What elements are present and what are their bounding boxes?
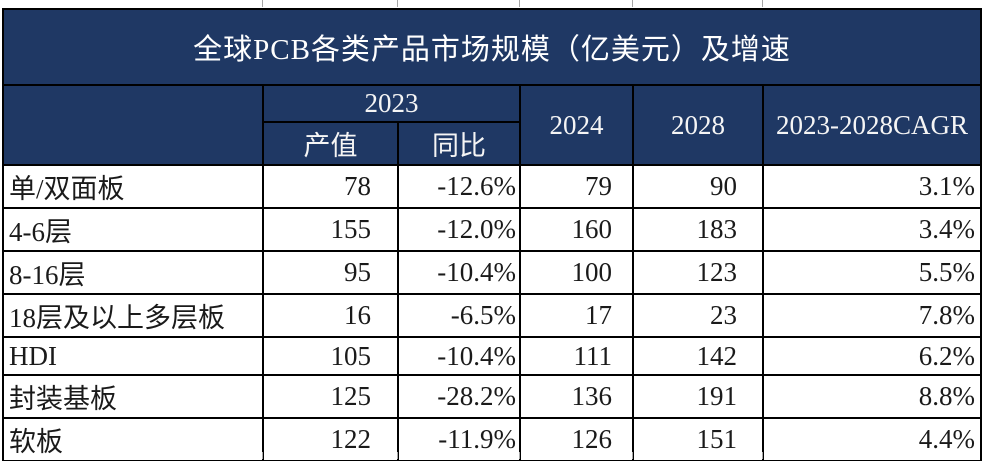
- title-row: 全球PCB各类产品市场规模（亿美元）及增速: [1, 8, 983, 86]
- gridline-stub: [762, 0, 763, 7]
- table-row: 软板 122 -11.9% 126 151 4.4%: [2, 417, 983, 461]
- row-label: 18层及以上多层板: [2, 293, 264, 338]
- cell-2024: 136: [519, 374, 634, 419]
- cell-2023-yoy: -12.6%: [397, 164, 521, 209]
- cell-2028: 123: [632, 250, 764, 295]
- header-cagr: 2023-2028CAGR: [761, 84, 983, 166]
- cell-2023-value: 155: [262, 207, 399, 252]
- header-yoy: 同比: [397, 121, 521, 166]
- cell-2023-value: 16: [262, 293, 399, 338]
- gridline-stub: [397, 0, 398, 7]
- cell-2024: 100: [519, 250, 634, 295]
- gridline-stub: [262, 452, 263, 459]
- cell-2024: 160: [519, 207, 634, 252]
- header-2023-group: 2023: [262, 84, 521, 123]
- cell-2024: 17: [519, 293, 634, 338]
- header-row-sub: 产值 同比: [3, 121, 981, 166]
- cell-2028: 151: [632, 417, 764, 461]
- row-label: 软板: [2, 417, 264, 461]
- table-row: 单/双面板 78 -12.6% 79 90 3.1%: [2, 164, 983, 209]
- cell-2028: 183: [632, 207, 764, 252]
- cell-cagr: 8.8%: [761, 374, 983, 419]
- header-2028: 2028: [632, 84, 764, 166]
- cell-2024: 111: [519, 336, 634, 376]
- cell-cagr: 5.5%: [761, 250, 983, 295]
- cell-cagr: 7.8%: [761, 293, 983, 338]
- cell-2024: 126: [519, 417, 634, 461]
- corner-cell: [2, 84, 264, 166]
- cell-2023-value: 125: [262, 374, 399, 419]
- row-label: HDI: [2, 336, 264, 376]
- gridline-stub: [632, 452, 633, 459]
- table-row: HDI 105 -10.4% 111 142 6.2%: [2, 336, 983, 376]
- cell-cagr: 6.2%: [761, 336, 983, 376]
- gridline-stub: [519, 452, 520, 459]
- row-label: 单/双面板: [2, 164, 264, 209]
- cell-cagr: 3.4%: [761, 207, 983, 252]
- table-row: 4-6层 155 -12.0% 160 183 3.4%: [2, 207, 983, 252]
- cell-cagr: 4.4%: [761, 417, 983, 461]
- cell-2023-yoy: -28.2%: [397, 374, 521, 419]
- gridline-stub: [262, 0, 263, 7]
- cell-2028: 23: [632, 293, 764, 338]
- row-label: 8-16层: [2, 250, 264, 295]
- cell-2023-value: 105: [262, 336, 399, 376]
- table-row: 封装基板 125 -28.2% 136 191 8.8%: [2, 374, 983, 419]
- cell-2023-yoy: -10.4%: [397, 250, 521, 295]
- cell-2023-value: 95: [262, 250, 399, 295]
- cell-2024: 79: [519, 164, 634, 209]
- table-row: 8-16层 95 -10.4% 100 123 5.5%: [2, 250, 983, 295]
- cell-2023-value: 122: [262, 417, 399, 461]
- cell-2028: 191: [632, 374, 764, 419]
- header-output-value: 产值: [262, 121, 399, 166]
- row-label: 4-6层: [2, 207, 264, 252]
- cell-2023-yoy: -11.9%: [397, 417, 521, 461]
- gridline-stub: [632, 0, 633, 7]
- gridline-stub: [397, 452, 398, 459]
- row-label: 封装基板: [2, 374, 264, 419]
- gridline-stub: [519, 0, 520, 7]
- gridline-stub: [762, 452, 763, 459]
- header-2024: 2024: [519, 84, 634, 166]
- cell-2023-yoy: -6.5%: [397, 293, 521, 338]
- pcb-market-table: 全球PCB各类产品市场规模（亿美元）及增速 2023 2024 2028 202…: [1, 8, 983, 461]
- cell-2028: 142: [632, 336, 764, 376]
- cell-cagr: 3.1%: [761, 164, 983, 209]
- table-title: 全球PCB各类产品市场规模（亿美元）及增速: [1, 8, 983, 86]
- header-row-top: 2023 2024 2028 2023-2028CAGR: [2, 84, 983, 166]
- cell-2028: 90: [632, 164, 764, 209]
- cell-2023-yoy: -10.4%: [397, 336, 521, 376]
- table-row: 18层及以上多层板 16 -6.5% 17 23 7.8%: [2, 293, 983, 338]
- cell-2023-yoy: -12.0%: [397, 207, 521, 252]
- cell-2023-value: 78: [262, 164, 399, 209]
